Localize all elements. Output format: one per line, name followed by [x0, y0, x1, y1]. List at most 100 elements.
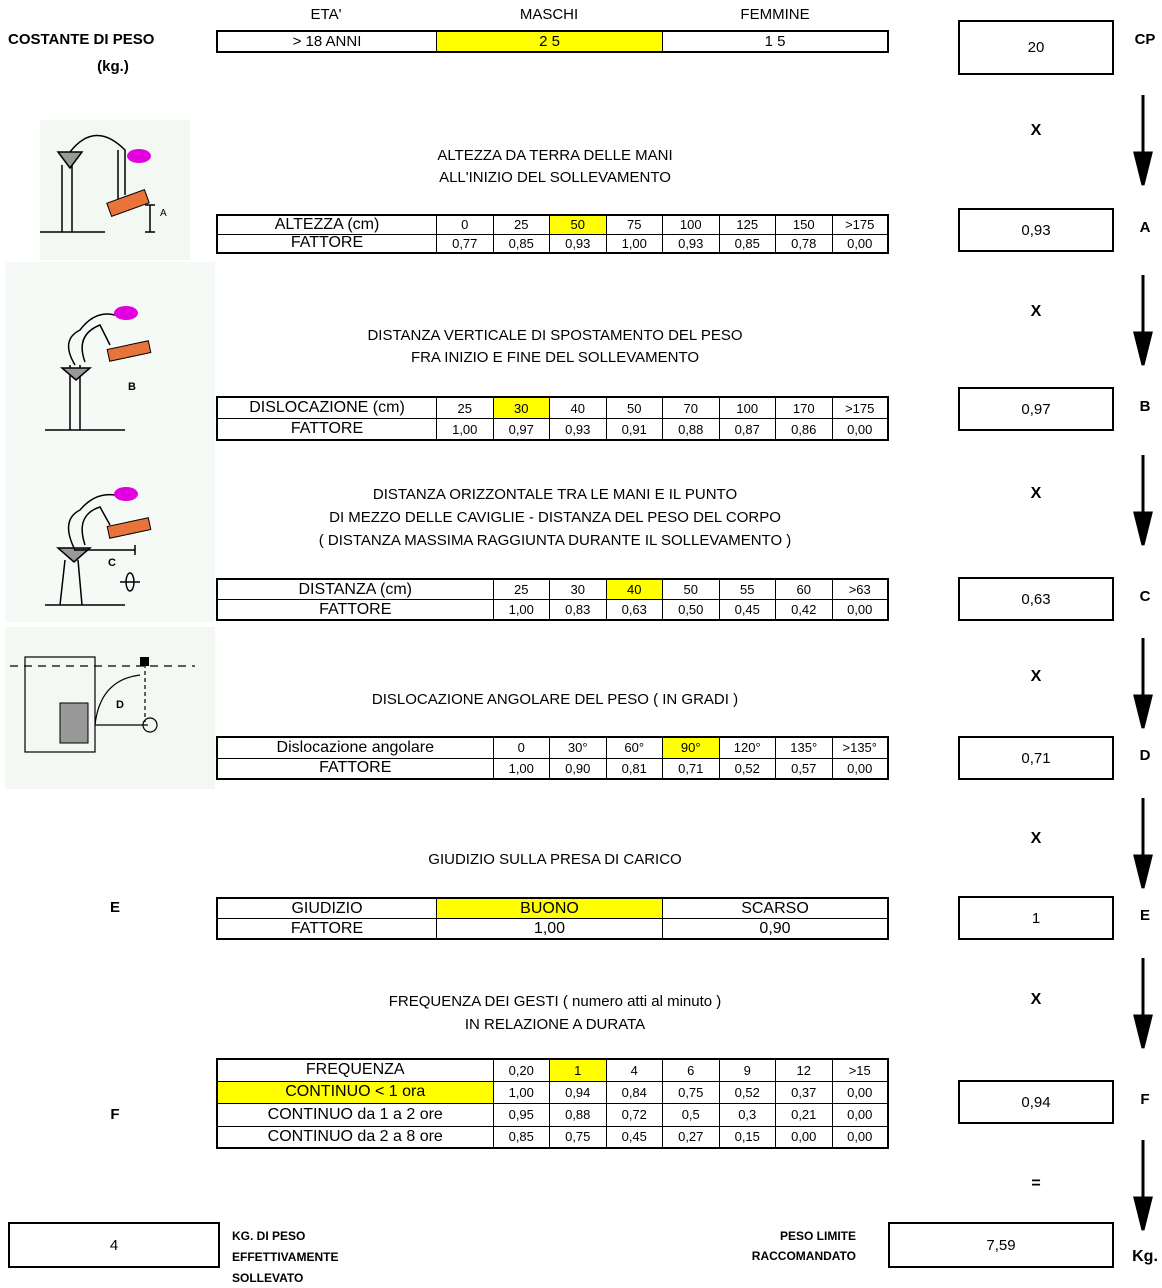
- column-header: MASCHI: [519, 6, 579, 23]
- table-cell: 9: [718, 1058, 776, 1082]
- result-label: PESO LIMITE: [779, 1229, 856, 1243]
- figure-load: [106, 188, 150, 218]
- result-letter: C: [1139, 588, 1151, 605]
- result-value: 20: [958, 20, 1114, 75]
- result-letter: CP: [1134, 31, 1156, 48]
- figure-bg: [5, 627, 215, 789]
- constant-cell: > 18 ANNI: [216, 30, 437, 53]
- row-label: CONTINUO da 2 a 8 ore: [216, 1125, 494, 1149]
- row-label: FATTORE: [216, 918, 437, 940]
- table-cell: 0,00: [831, 1125, 889, 1149]
- column-header: FEMMINE: [740, 6, 810, 23]
- section-title: GIUDIZIO SULLA PRESA DI CARICO: [428, 851, 682, 868]
- table-cell: 0,77: [436, 233, 494, 254]
- row-label: CONTINUO < 1 ora: [216, 1080, 494, 1104]
- result-value: 0,71: [958, 736, 1114, 780]
- table-cell: 0,87: [718, 418, 776, 441]
- table-cell: 0,81: [605, 757, 663, 780]
- table-cell: BUONO: [436, 897, 663, 919]
- section-title: IN RELAZIONE A DURATA: [464, 1016, 646, 1033]
- figure-c: [45, 493, 140, 606]
- figure-d: [10, 656, 195, 753]
- lifted-label: SOLLEVATO: [232, 1271, 304, 1285]
- table-cell: 0,75: [549, 1125, 607, 1149]
- operator: =: [1031, 1175, 1041, 1193]
- table-cell: 1,00: [492, 599, 550, 621]
- table-cell: 50: [605, 396, 663, 419]
- operator: X: [1030, 991, 1042, 1009]
- table-cell: 0,5: [662, 1103, 720, 1127]
- table-cell: 0,63: [605, 599, 663, 621]
- figure-head: [114, 306, 138, 320]
- table-cell: 12: [775, 1058, 833, 1082]
- table-cell: 30: [549, 578, 607, 600]
- figure-marker: [140, 657, 149, 666]
- table-cell: 1,00: [492, 757, 550, 780]
- table-cell: 0: [492, 736, 550, 759]
- table-cell: 1,00: [492, 1080, 550, 1104]
- table-cell: 0,00: [775, 1125, 833, 1149]
- section-title: FREQUENZA DEI GESTI ( numero atti al min…: [388, 993, 722, 1010]
- table-cell: 0,85: [492, 1125, 550, 1149]
- figure-load: [106, 340, 152, 362]
- table-cell: 30: [492, 396, 550, 419]
- table-cell: 25: [492, 578, 550, 600]
- section-title: DISTANZA VERTICALE DI SPOSTAMENTO DEL PE…: [367, 327, 743, 344]
- table-cell: 0,85: [718, 233, 776, 254]
- column-header: ETA': [310, 6, 342, 23]
- table-cell: 55: [718, 578, 776, 600]
- table-cell: 0,93: [662, 233, 720, 254]
- table-cell: 0,95: [492, 1103, 550, 1127]
- result-value: 0,63: [958, 577, 1114, 621]
- table-cell: 0,52: [718, 757, 776, 780]
- table-cell: 0,00: [831, 599, 889, 621]
- table-cell: SCARSO: [662, 897, 889, 919]
- figure-a: [40, 134, 155, 233]
- table-cell: 6: [662, 1058, 720, 1082]
- section-title: ALL'INIZIO DEL SOLLEVAMENTO: [439, 169, 671, 186]
- table-cell: 0: [436, 214, 494, 235]
- figure-b: [45, 313, 125, 431]
- table-cell: 0,93: [549, 233, 607, 254]
- table-cell: 0,3: [718, 1103, 776, 1127]
- result-value: 0,93: [958, 208, 1114, 252]
- arrow-head: [1133, 1014, 1153, 1049]
- arrow-head: [1133, 331, 1153, 366]
- table-cell: 0,90: [662, 918, 889, 940]
- result-letter: F: [1140, 1091, 1150, 1108]
- result-letter: D: [1139, 747, 1151, 764]
- constant-cell: 2 5: [436, 30, 663, 53]
- result-value: 1: [958, 896, 1114, 940]
- table-cell: 0,91: [605, 418, 663, 441]
- row-label: FREQUENZA: [216, 1058, 494, 1082]
- table-cell: 0,88: [549, 1103, 607, 1127]
- table-cell: 100: [718, 396, 776, 419]
- table-cell: 170: [775, 396, 833, 419]
- arrow-head: [1133, 694, 1153, 729]
- table-cell: 0,97: [492, 418, 550, 441]
- table-cell: 0,00: [831, 418, 889, 441]
- table-cell: 0,52: [718, 1080, 776, 1104]
- table-cell: 90°: [662, 736, 720, 759]
- result-letter: E: [1139, 907, 1150, 924]
- table-cell: 125: [718, 214, 776, 235]
- table-cell: 0,57: [775, 757, 833, 780]
- table-cell: 1: [549, 1058, 607, 1082]
- table-cell: 120°: [718, 736, 776, 759]
- section-title: DISLOCAZIONE ANGOLARE DEL PESO ( IN GRAD…: [371, 691, 739, 708]
- table-cell: 4: [605, 1058, 663, 1082]
- table-cell: >15: [831, 1058, 889, 1082]
- table-cell: 60: [775, 578, 833, 600]
- table-cell: 0,00: [831, 757, 889, 780]
- table-cell: 75: [605, 214, 663, 235]
- section-title: ALTEZZA DA TERRA DELLE MANI: [437, 147, 673, 164]
- table-cell: 1,00: [436, 918, 663, 940]
- arrow-head: [1133, 1196, 1153, 1231]
- table-cell: 0,83: [549, 599, 607, 621]
- constant-unit: (kg.): [97, 58, 129, 75]
- table-cell: 0,45: [718, 599, 776, 621]
- row-label: GIUDIZIO: [216, 897, 437, 919]
- operator: X: [1030, 830, 1042, 848]
- figure-load: [106, 517, 152, 539]
